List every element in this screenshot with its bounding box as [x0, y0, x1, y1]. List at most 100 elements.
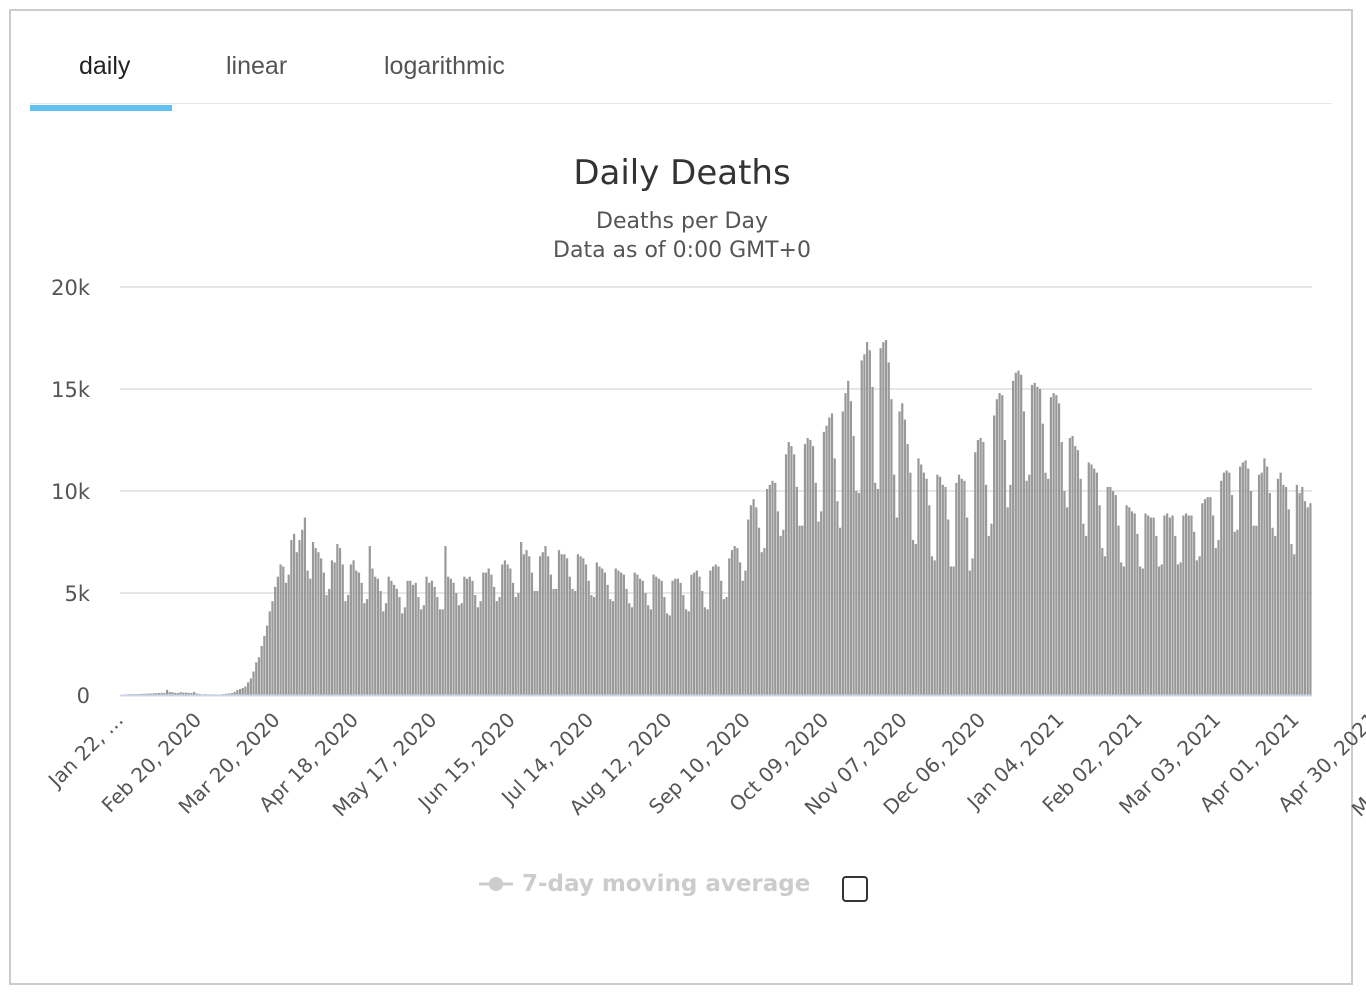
- bar: [971, 558, 974, 695]
- bar: [1182, 515, 1185, 695]
- bar: [533, 590, 536, 695]
- bar: [1203, 499, 1207, 695]
- bar: [684, 609, 688, 695]
- bar: [344, 601, 347, 695]
- bar: [179, 692, 182, 695]
- bar: [903, 419, 907, 695]
- bar: [682, 595, 685, 695]
- bar: [547, 556, 550, 695]
- bar: [444, 546, 447, 695]
- bar: [914, 544, 917, 695]
- bar: [493, 586, 496, 695]
- bar: [738, 562, 742, 695]
- bar: [1082, 523, 1085, 695]
- legend-item-moving-average[interactable]: 7-day moving average: [478, 866, 810, 902]
- bar: [557, 550, 561, 695]
- bar: [436, 597, 439, 695]
- bar: [287, 574, 290, 695]
- bar: [930, 556, 934, 695]
- bar: [517, 593, 520, 695]
- bar: [490, 574, 493, 695]
- bar: [957, 474, 961, 695]
- bar: [717, 566, 720, 695]
- bar: [603, 572, 607, 695]
- bar: [641, 580, 644, 695]
- bar: [633, 572, 636, 695]
- bar: [952, 566, 955, 695]
- bar: [571, 588, 574, 695]
- bar: [198, 693, 201, 695]
- bar: [833, 458, 836, 695]
- bar: [536, 590, 539, 695]
- bar: [425, 576, 428, 695]
- bar: [525, 550, 528, 695]
- bar: [901, 403, 904, 695]
- bar: [401, 613, 404, 695]
- bar: [328, 588, 331, 695]
- bar: [1022, 411, 1025, 695]
- moving-average-checkbox[interactable]: [842, 876, 868, 902]
- bar: [1220, 480, 1223, 695]
- bar: [909, 472, 912, 695]
- bar: [847, 380, 850, 695]
- bar: [509, 568, 512, 695]
- bar: [406, 580, 409, 695]
- bar: [774, 482, 777, 695]
- bar: [990, 523, 993, 695]
- bar: [314, 548, 317, 695]
- bar: [1074, 446, 1077, 695]
- bar: [668, 615, 671, 695]
- bar: [1139, 566, 1142, 695]
- bar: [495, 601, 498, 695]
- bar: [687, 611, 690, 695]
- bar: [568, 576, 571, 695]
- bar: [1098, 505, 1101, 695]
- bar: [1155, 535, 1158, 695]
- bar: [544, 546, 547, 695]
- bar: [1106, 486, 1109, 695]
- legend-label: 7-day moving average: [522, 871, 811, 897]
- bar: [147, 693, 150, 695]
- bar: [1293, 554, 1296, 695]
- bar: [1049, 397, 1053, 695]
- bar: [552, 588, 555, 695]
- bar: [587, 580, 590, 695]
- bar: [595, 562, 598, 695]
- bar: [749, 505, 753, 695]
- bar: [157, 693, 161, 695]
- bar: [190, 693, 193, 695]
- bar: [263, 635, 266, 695]
- bar: [487, 568, 490, 695]
- chart-subtitle-line-2: Data as of 0:00 GMT+0: [553, 238, 811, 263]
- bar: [1095, 472, 1098, 695]
- bar: [1268, 493, 1271, 695]
- bar: [306, 570, 309, 695]
- bar: [1028, 474, 1031, 695]
- bar: [460, 603, 463, 695]
- bar: [341, 564, 344, 695]
- bar: [393, 584, 396, 695]
- bar: [522, 554, 525, 695]
- bar: [984, 484, 988, 695]
- bar: [390, 580, 393, 695]
- bar: [987, 535, 990, 695]
- active-tab-indicator: [30, 105, 172, 111]
- bar: [1160, 564, 1163, 695]
- bar: [1190, 515, 1193, 695]
- bar: [1120, 562, 1123, 695]
- bar: [676, 578, 680, 695]
- tab-logarithmic[interactable]: logarithmic: [384, 52, 505, 80]
- bar: [1152, 517, 1155, 695]
- bar: [825, 425, 828, 695]
- tab-daily[interactable]: daily: [79, 52, 131, 80]
- bar: [1047, 478, 1050, 695]
- bar: [163, 693, 166, 695]
- bar: [855, 491, 858, 695]
- bar: [144, 693, 147, 695]
- tab-linear[interactable]: linear: [226, 52, 288, 80]
- bar: [1136, 533, 1139, 695]
- bar: [728, 558, 731, 695]
- bar: [455, 593, 458, 695]
